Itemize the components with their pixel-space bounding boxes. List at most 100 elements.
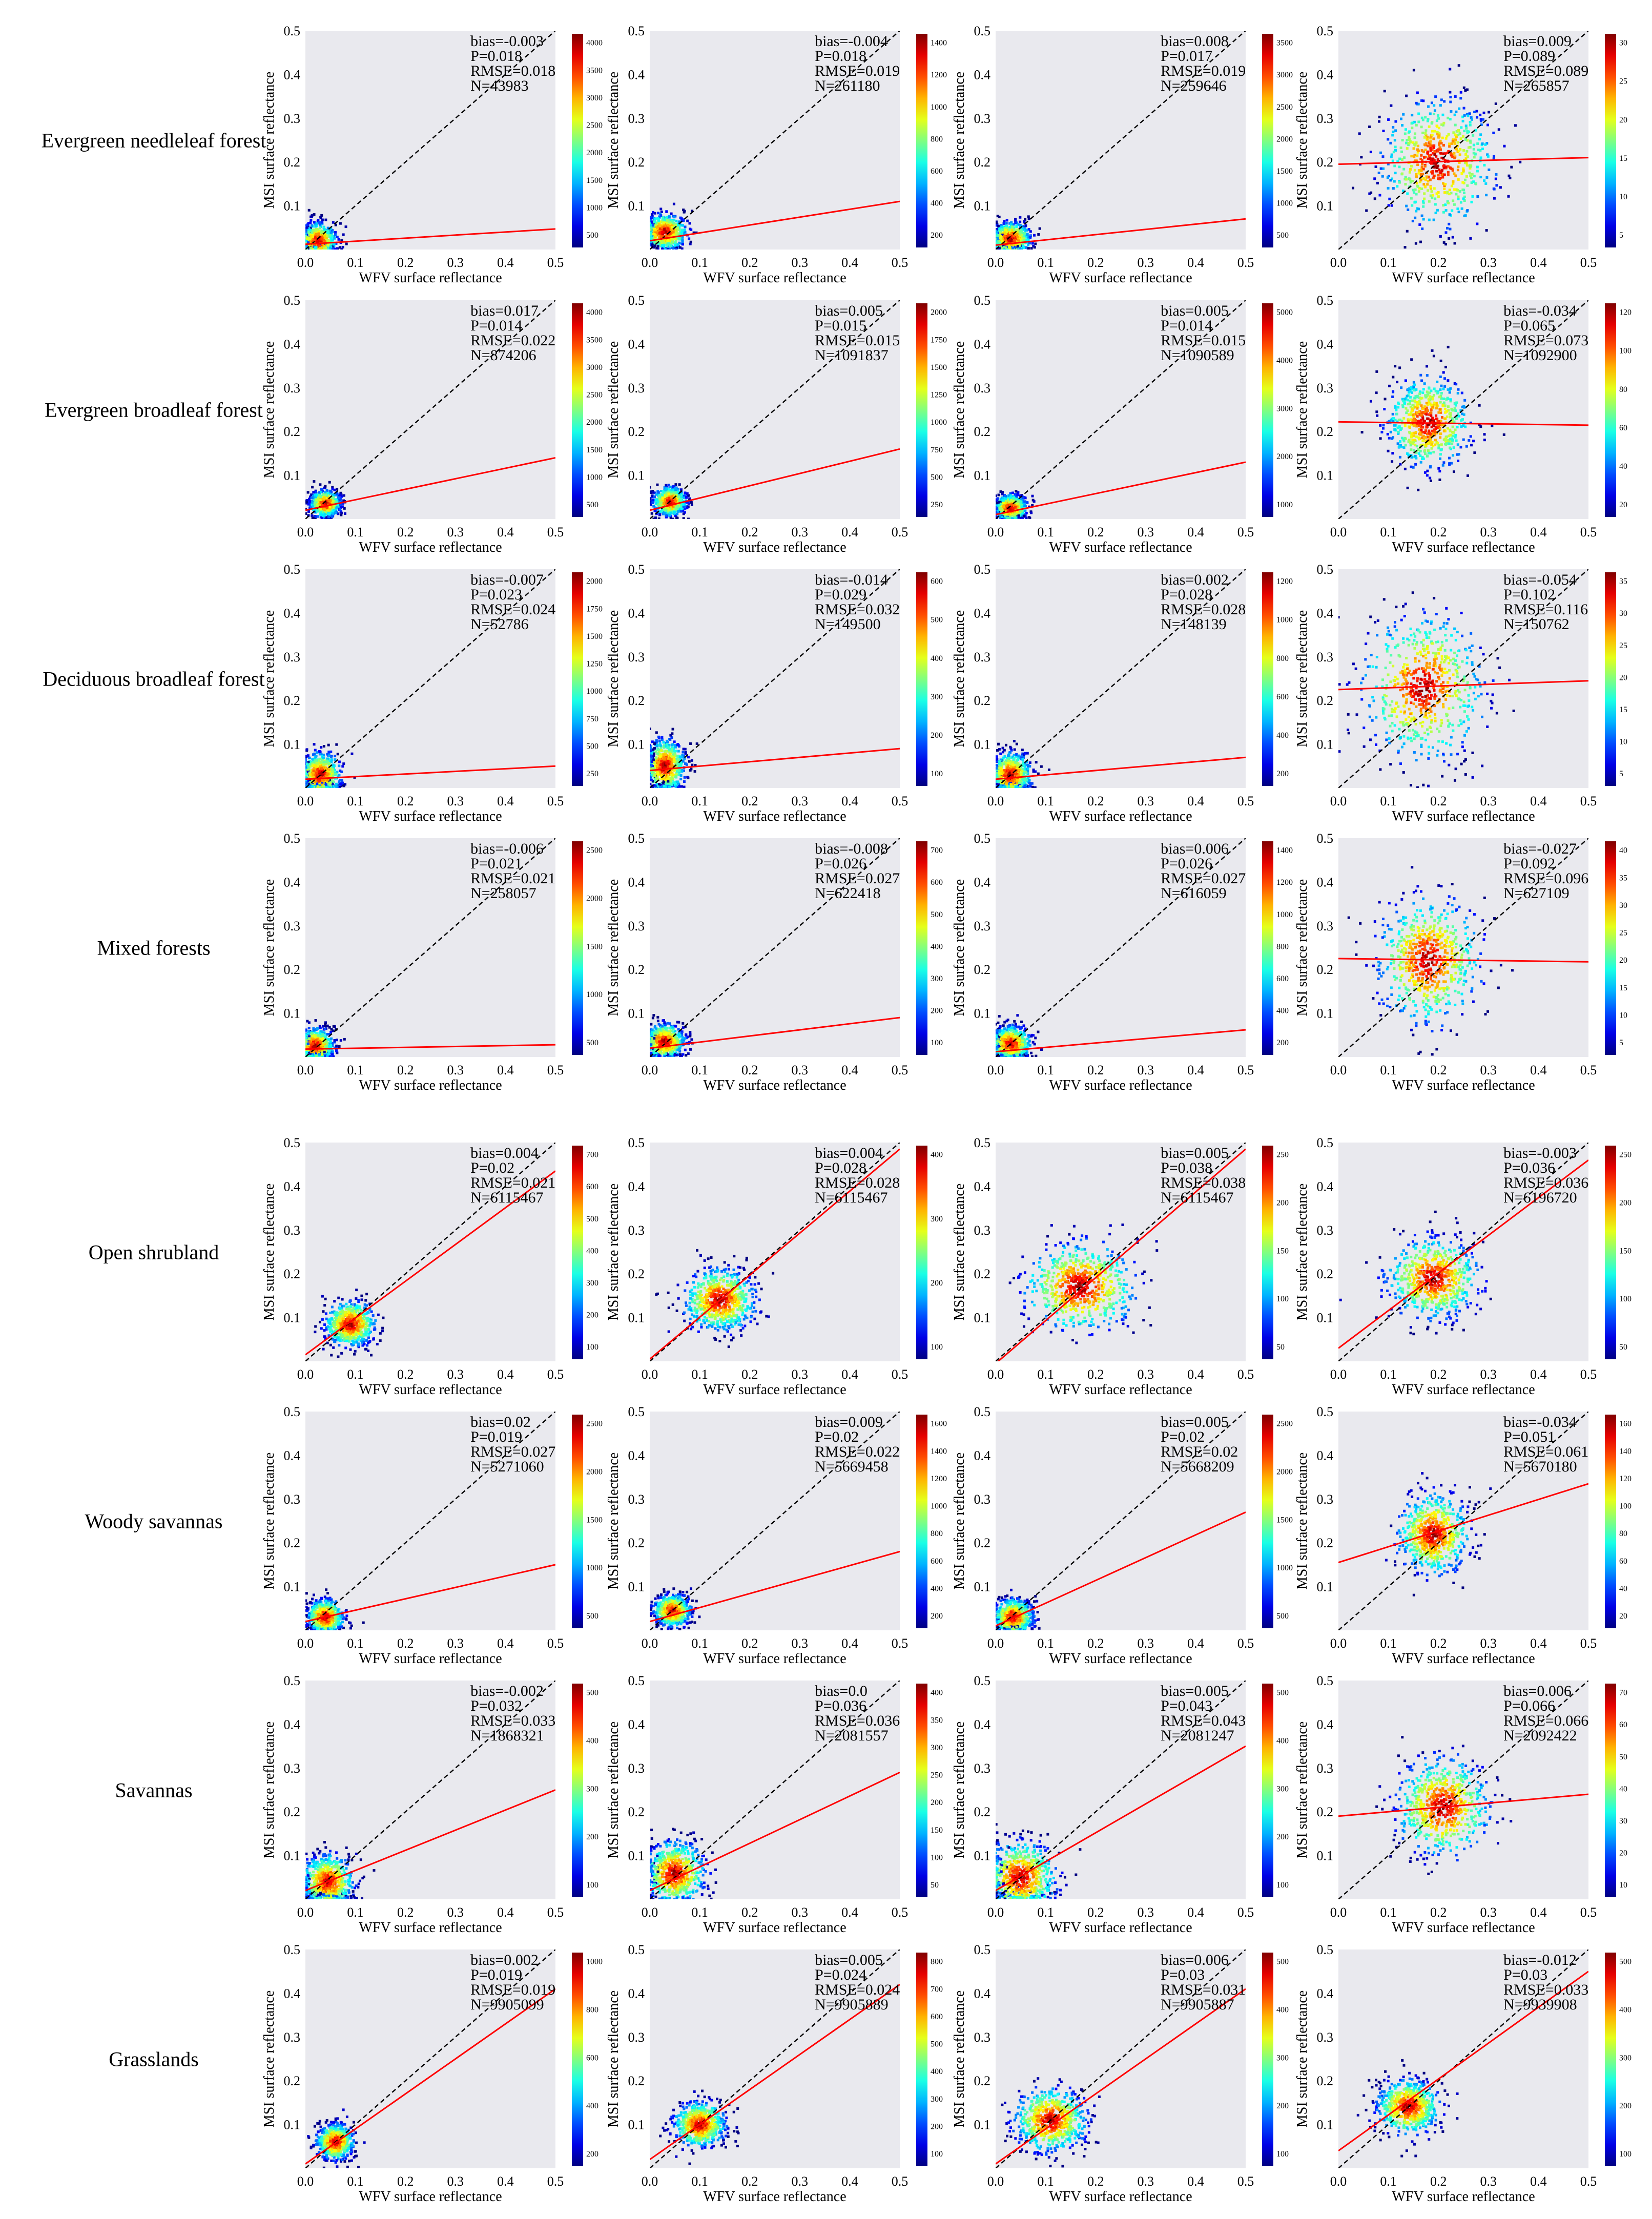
scatter-point	[1014, 517, 1017, 519]
scatter-point	[319, 247, 322, 250]
scatter-point	[1423, 185, 1427, 188]
scatter-point	[1030, 511, 1033, 514]
colorbar-tick-label: 3000	[1276, 404, 1293, 413]
scatter-point	[1015, 497, 1018, 501]
colorbar-tick-label: 1750	[931, 336, 947, 344]
scatter-point	[1451, 139, 1454, 142]
scatter-point	[680, 230, 684, 233]
scatter-point	[1484, 143, 1487, 146]
scatter-point	[1002, 222, 1005, 225]
scatter-point	[1001, 492, 1004, 495]
scatter-point	[1443, 100, 1446, 103]
scatter-point	[998, 229, 1001, 232]
scatter-point	[654, 516, 657, 519]
scatter-point	[308, 229, 312, 232]
colorbar-tick-label: 4000	[1276, 357, 1293, 365]
scatter-point	[1453, 242, 1456, 245]
scatter-point	[673, 512, 676, 515]
colorbar-tick-label: 400	[931, 199, 943, 208]
scatter-point	[1462, 413, 1465, 416]
colorbar-tick-label: 20	[1619, 116, 1627, 125]
scatter-point	[679, 224, 683, 227]
scatter-point	[1401, 158, 1404, 161]
fit-line	[1338, 157, 1588, 165]
scatter-point	[650, 228, 652, 231]
scatter-point	[651, 224, 654, 227]
scatter-point	[337, 504, 340, 507]
scatter-point	[1441, 173, 1444, 176]
scatter-point	[1507, 195, 1510, 198]
scatter-point	[1024, 218, 1027, 221]
scatter-point	[1470, 164, 1473, 168]
scatter-point	[1004, 237, 1007, 240]
scatter-point	[1420, 149, 1423, 152]
scatter-point	[1462, 404, 1465, 407]
x-tick-label: 0.0	[987, 525, 1004, 540]
scatter-point	[674, 237, 677, 240]
scatter-point	[1448, 440, 1451, 443]
scatter-point	[339, 503, 342, 506]
scatter-point	[1434, 443, 1437, 446]
scatter-point	[674, 487, 677, 490]
scatter-point	[678, 483, 681, 486]
scatter-point	[1004, 495, 1007, 498]
scatter-point	[1451, 209, 1454, 212]
scatter-point	[312, 235, 315, 238]
scatter-point	[1003, 247, 1006, 250]
scatter-point	[1429, 178, 1432, 181]
colorbar-tick-label: 1500	[1276, 167, 1293, 176]
scatter-point	[670, 492, 673, 495]
scatter-point	[1469, 139, 1472, 142]
scatter-point	[670, 225, 673, 229]
scatter-point	[327, 247, 330, 250]
x-tick-label: 0.2	[741, 525, 758, 540]
scatter-point	[1412, 147, 1415, 150]
scatter-point	[1417, 172, 1420, 175]
scatter-point	[1519, 160, 1522, 163]
scatter-point	[650, 490, 652, 493]
scatter-point	[657, 496, 660, 499]
scatter-point	[1485, 229, 1488, 232]
scatter-point	[1457, 197, 1460, 200]
scatter-point	[1443, 187, 1446, 190]
scatter-point	[653, 509, 656, 512]
scatter-point	[1458, 107, 1461, 110]
scatter-point	[340, 247, 343, 250]
scatter-point	[305, 501, 308, 504]
scatter-point	[335, 506, 338, 509]
scatter-point	[339, 510, 342, 513]
scatter-point	[660, 224, 663, 227]
scatter-point	[328, 234, 331, 237]
scatter-point	[1442, 164, 1445, 168]
scatter-point	[655, 502, 658, 505]
scatter-point	[659, 214, 663, 217]
scatter-point	[1413, 136, 1416, 139]
scatter-point	[1443, 173, 1446, 176]
scatter-point	[1011, 517, 1014, 519]
scatter-point	[684, 507, 687, 510]
scatter-point	[1017, 491, 1020, 494]
scatter-point	[653, 212, 656, 215]
scatter-point	[1436, 114, 1439, 117]
scatter-point	[1417, 102, 1420, 106]
y-tick-label: 0.4	[628, 337, 645, 351]
scatter-point	[1020, 240, 1023, 243]
scatter-point	[1428, 400, 1431, 403]
scatter-point	[689, 242, 692, 245]
scatter-point	[333, 235, 336, 238]
stat-p: P=0.017	[1161, 48, 1212, 65]
scatter-point	[1406, 147, 1409, 150]
scatter-point	[311, 501, 314, 504]
scatter-point	[1418, 180, 1421, 183]
scatter-point	[656, 225, 659, 228]
scatter-point	[1020, 505, 1023, 508]
scatter-point	[667, 511, 670, 514]
scatter-point	[1448, 189, 1451, 192]
scatter-point	[654, 231, 657, 234]
scatter-point	[1019, 509, 1022, 512]
scatter-point	[1408, 136, 1411, 139]
scatter-point	[1401, 124, 1404, 127]
colorbar-tick-label: 2000	[931, 308, 947, 317]
